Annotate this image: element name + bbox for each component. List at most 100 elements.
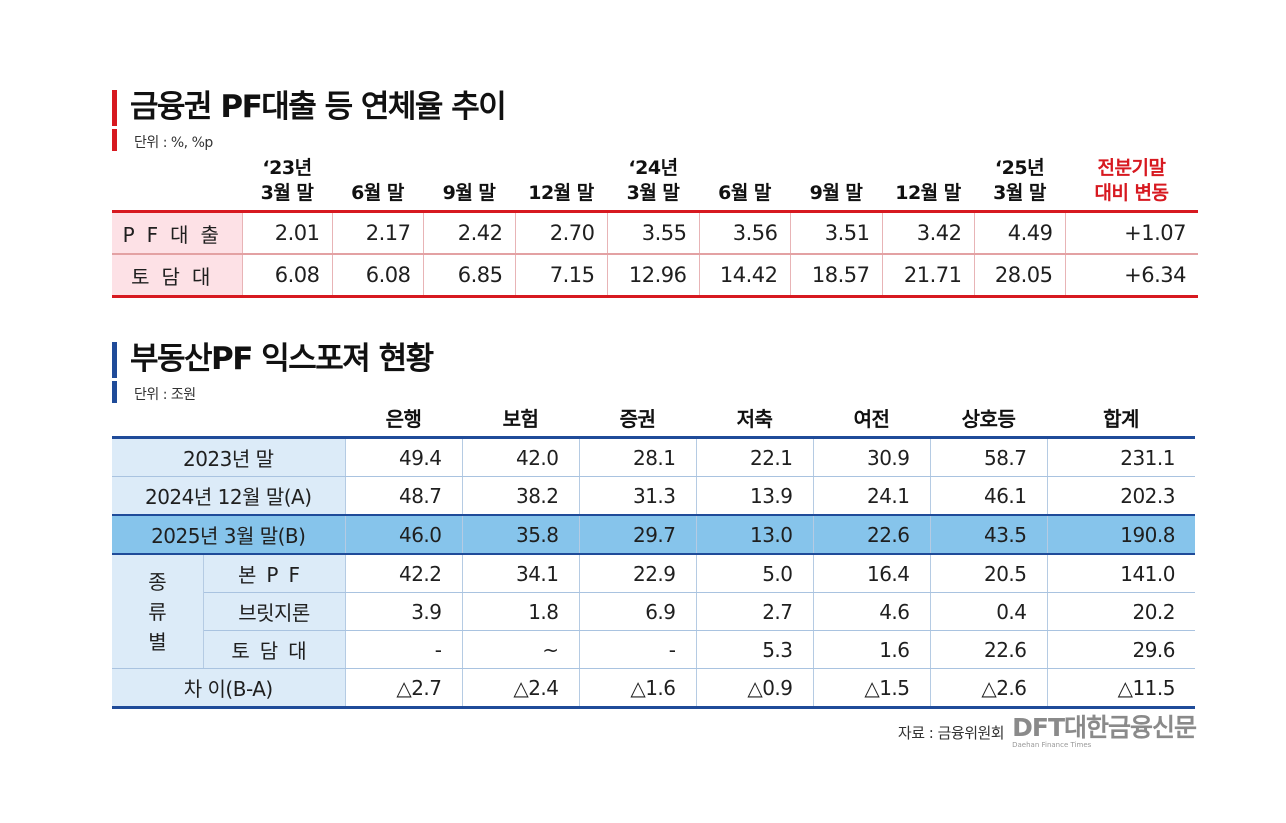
cell: 3.42 bbox=[881, 211, 974, 255]
cell: 13.0 bbox=[695, 514, 813, 555]
cell: 42.0 bbox=[461, 437, 579, 477]
header-month: 9월 말 bbox=[809, 182, 863, 204]
cell: 4.6 bbox=[812, 592, 930, 631]
cell: 3.51 bbox=[789, 211, 882, 255]
cell: 1.8 bbox=[461, 592, 579, 631]
cell: 2.70 bbox=[514, 211, 607, 255]
highlight-row: 2025년 3월 말(B) 46.0 35.8 29.7 13.0 22.6 4… bbox=[112, 514, 1195, 555]
header-securities: 증권 bbox=[579, 392, 696, 439]
table-row: 2023년 말 49.4 42.0 28.1 22.1 30.9 58.7 23… bbox=[112, 437, 1195, 477]
header-year: ‘23년 bbox=[262, 157, 312, 179]
cell: 28.1 bbox=[578, 437, 696, 477]
table1-title: 금융권 PF대출 등 연체율 추이 bbox=[112, 86, 507, 128]
cell: 21.71 bbox=[881, 254, 974, 298]
header-cell: 9월 말 bbox=[790, 148, 882, 213]
cell: 6.08 bbox=[241, 254, 332, 298]
cell: 5.0 bbox=[695, 554, 813, 593]
cell: 34.1 bbox=[461, 554, 579, 593]
table1-header-row: ‘23년 3월 말 6월 말 9월 말 12월 말 ‘24년 3월 말 6월 말 9… bbox=[112, 148, 1198, 213]
row-label: 2024년 12월 말(A) bbox=[112, 476, 345, 516]
header-insurance: 보험 bbox=[462, 392, 579, 439]
header-cell: 12월 말 bbox=[882, 148, 974, 213]
header-cell: ‘24년 3월 말 bbox=[607, 148, 699, 213]
header-month: 3월 말 bbox=[260, 182, 314, 204]
table2-title: 부동산PF 익스포져 현황 bbox=[112, 338, 434, 380]
cell: 31.3 bbox=[578, 476, 696, 516]
table2-header-row: 은행 보험 증권 저축 여전 상호등 합계 bbox=[112, 392, 1195, 439]
cell: 5.3 bbox=[695, 630, 813, 669]
cell: 14.42 bbox=[698, 254, 790, 298]
header-cell: 6월 말 bbox=[699, 148, 790, 213]
cell: 16.4 bbox=[812, 554, 930, 593]
header-month: 12월 말 bbox=[528, 182, 594, 204]
header-month: 6월 말 bbox=[718, 182, 771, 204]
sub-row-label: 토담대 bbox=[203, 630, 345, 669]
row-label: 토담대 bbox=[112, 254, 242, 298]
cell: 28.05 bbox=[973, 254, 1065, 298]
table1-unit: 단위 : %, %p bbox=[112, 129, 213, 152]
cell: 30.9 bbox=[812, 437, 930, 477]
cell: - bbox=[578, 630, 696, 669]
pf-exposure-table: 은행 보험 증권 저축 여전 상호등 합계 2023년 말 49.4 42.0 … bbox=[112, 392, 1195, 709]
cell: 190.8 bbox=[1046, 514, 1195, 555]
table-row: 2024년 12월 말(A) 48.7 38.2 31.3 13.9 24.1 … bbox=[112, 476, 1195, 516]
header-corner bbox=[112, 392, 345, 439]
header-cell: 9월 말 bbox=[423, 148, 515, 213]
header-cell: 6월 말 bbox=[332, 148, 423, 213]
logo-main-text: DFT대한금융신문 bbox=[1012, 713, 1197, 742]
group-label-char: 별 bbox=[148, 629, 167, 654]
header-savings: 저축 bbox=[696, 392, 813, 439]
cell: 22.1 bbox=[695, 437, 813, 477]
cell: 22.9 bbox=[578, 554, 696, 593]
cell: 0.4 bbox=[929, 592, 1047, 631]
cell: +6.34 bbox=[1064, 254, 1198, 298]
cell: 18.57 bbox=[789, 254, 882, 298]
cell: 2.01 bbox=[241, 211, 332, 255]
delinquency-rate-table: ‘23년 3월 말 6월 말 9월 말 12월 말 ‘24년 3월 말 6월 말 9… bbox=[112, 148, 1198, 298]
table-row: 종 류 별 본PF 42.2 34.1 22.9 5.0 16.4 20.5 1… bbox=[112, 554, 1195, 669]
header-credit: 여전 bbox=[813, 392, 930, 439]
sub-row-label: 본PF bbox=[203, 554, 345, 593]
publisher-logo: DFT대한금융신문 Daehan Finance Times bbox=[1012, 713, 1197, 750]
header-month: 3월 말 bbox=[993, 182, 1046, 204]
header-mutual: 상호등 bbox=[930, 392, 1047, 439]
header-cell: ‘25년 3월 말 bbox=[974, 148, 1065, 213]
cell: △1.6 bbox=[578, 668, 696, 709]
logo-sub-text: Daehan Finance Times bbox=[1012, 741, 1092, 749]
cell: +1.07 bbox=[1064, 211, 1198, 255]
cell: △2.4 bbox=[461, 668, 579, 709]
cell: ~ bbox=[461, 630, 579, 669]
cell: 42.2 bbox=[344, 554, 462, 593]
table-row: PF대출 2.01 2.17 2.42 2.70 3.55 3.56 3.51 … bbox=[112, 211, 1198, 255]
row-label: 차 이(B-A) bbox=[112, 668, 345, 709]
header-year: ‘24년 bbox=[628, 157, 678, 179]
header-change-line1: 전분기말 bbox=[1097, 157, 1166, 179]
cell: △11.5 bbox=[1046, 668, 1195, 709]
header-month: 3월 말 bbox=[626, 182, 680, 204]
cell: 22.6 bbox=[812, 514, 930, 555]
cell: 2.7 bbox=[695, 592, 813, 631]
cell: 35.8 bbox=[461, 514, 579, 555]
row-label: 2023년 말 bbox=[112, 437, 345, 477]
header-year: ‘25년 bbox=[994, 157, 1045, 179]
header-cell: 12월 말 bbox=[515, 148, 607, 213]
cell: △2.7 bbox=[344, 668, 462, 709]
cell: 2.17 bbox=[331, 211, 423, 255]
group-label-char: 류 bbox=[148, 599, 167, 624]
header-change-line2: 대비 변동 bbox=[1094, 182, 1169, 204]
header-month: 6월 말 bbox=[351, 182, 404, 204]
cell: 3.9 bbox=[344, 592, 462, 631]
cell: 12.96 bbox=[606, 254, 699, 298]
cell: - bbox=[344, 630, 462, 669]
cell: 29.7 bbox=[578, 514, 696, 555]
diff-row: 차 이(B-A) △2.7 △2.4 △1.6 △0.9 △1.5 △2.6 △… bbox=[112, 668, 1195, 709]
cell: 46.0 bbox=[344, 514, 462, 555]
row-label: 2025년 3월 말(B) bbox=[112, 514, 345, 555]
header-month: 9월 말 bbox=[442, 182, 496, 204]
row-label: PF대출 bbox=[112, 211, 242, 255]
cell: △0.9 bbox=[695, 668, 813, 709]
cell: 20.2 bbox=[1046, 592, 1195, 631]
cell: △2.6 bbox=[929, 668, 1047, 709]
group-label-char: 종 bbox=[148, 569, 167, 594]
